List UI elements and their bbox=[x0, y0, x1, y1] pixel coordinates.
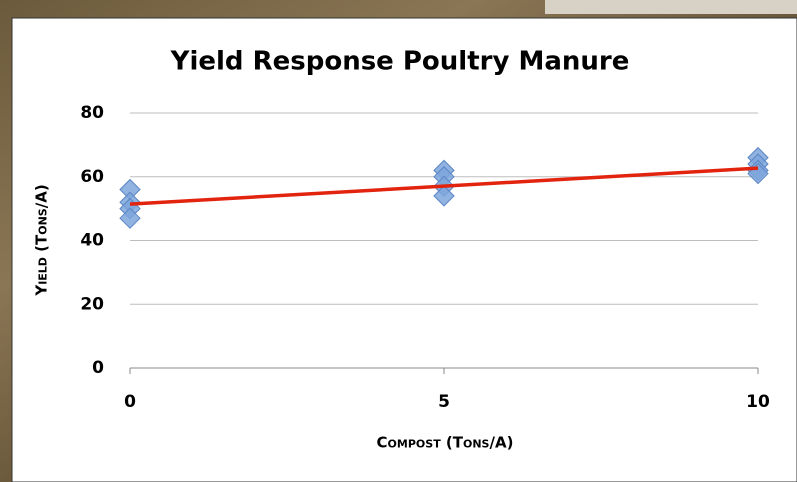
y-tick-label: 20 bbox=[80, 294, 104, 314]
y-tick-label: 40 bbox=[80, 231, 104, 251]
background-panel bbox=[545, 0, 797, 14]
x-tick-label: 0 bbox=[124, 392, 136, 412]
y-axis-label: Yield (Tons/A) bbox=[33, 184, 51, 296]
chart: Yield Response Poultry Manure Compost (T… bbox=[0, 0, 797, 482]
y-tick-label: 0 bbox=[92, 358, 104, 378]
page: Yield Response Poultry Manure Compost (T… bbox=[0, 0, 797, 482]
chart-panel bbox=[12, 18, 797, 482]
y-tick-label: 80 bbox=[80, 103, 104, 123]
x-tick-label: 5 bbox=[438, 392, 450, 412]
chart-title: Yield Response Poultry Manure bbox=[170, 47, 630, 77]
y-tick-label: 60 bbox=[80, 167, 104, 187]
x-tick-label: 10 bbox=[746, 392, 770, 412]
x-axis-label: Compost (Tons/A) bbox=[377, 434, 514, 452]
